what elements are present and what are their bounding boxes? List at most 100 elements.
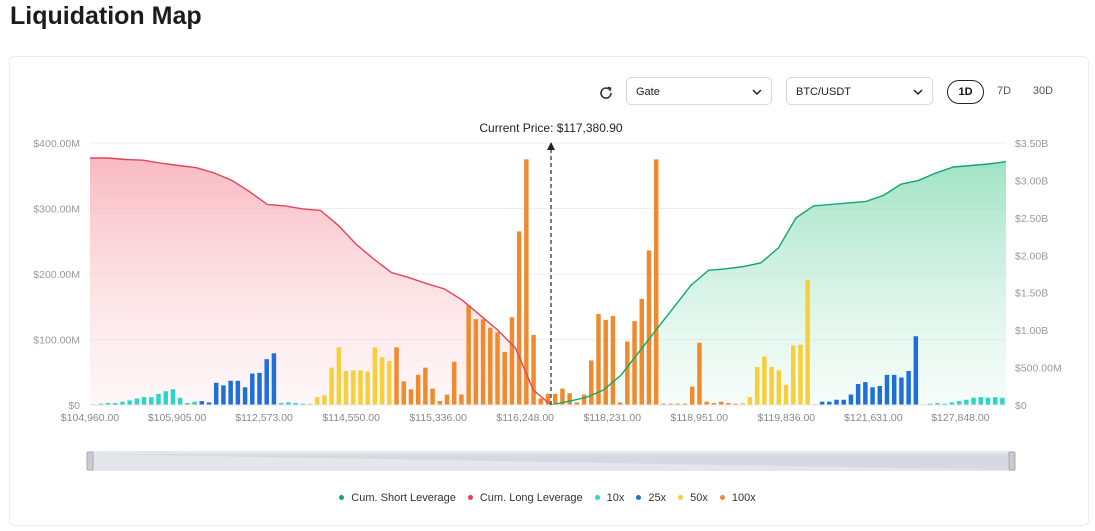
long-leverage-area bbox=[90, 158, 551, 405]
bar-10x bbox=[170, 389, 176, 405]
timeframe-1d[interactable]: 1D bbox=[947, 80, 984, 104]
bar-25x bbox=[819, 401, 825, 405]
current-price-arrow bbox=[547, 142, 555, 150]
bar-10x bbox=[120, 401, 125, 405]
bar-50x bbox=[314, 397, 320, 405]
bar-50x bbox=[336, 347, 342, 405]
bar-10x bbox=[293, 403, 298, 405]
legend-item[interactable]: 10x bbox=[594, 492, 624, 504]
y-left-tick-label: $0 bbox=[68, 400, 80, 412]
pair-value: BTC/USDT bbox=[796, 86, 851, 98]
short-leverage-area bbox=[551, 161, 1006, 405]
y-right-tick-label: $0 bbox=[1015, 400, 1027, 412]
y-left-tick-label: $400.00M bbox=[33, 138, 80, 150]
bar-50x bbox=[754, 367, 760, 405]
bar-25x bbox=[213, 382, 219, 405]
bar-10x bbox=[278, 403, 284, 405]
bar-100x bbox=[596, 313, 601, 405]
current-price-label: Current Price: $117,380.90 bbox=[479, 121, 623, 135]
x-tick-label: $118,951.00 bbox=[670, 412, 728, 424]
bar-100x bbox=[408, 389, 414, 405]
exchange-select[interactable]: Gate bbox=[626, 77, 772, 105]
bar-10x bbox=[971, 397, 976, 405]
x-tick-label: $119,836.00 bbox=[758, 412, 816, 424]
bar-25x bbox=[848, 394, 854, 405]
refresh-icon[interactable] bbox=[597, 84, 615, 102]
bar-100x bbox=[697, 342, 702, 405]
bar-10x bbox=[942, 403, 947, 405]
bar-25x bbox=[250, 373, 255, 405]
legend-item[interactable]: 100x bbox=[719, 492, 756, 504]
bar-100x bbox=[473, 319, 479, 405]
bar-50x bbox=[307, 403, 313, 405]
bar-10x bbox=[177, 397, 183, 405]
bar-100x bbox=[704, 401, 709, 405]
bar-25x bbox=[891, 374, 897, 405]
bar-10x bbox=[163, 391, 168, 405]
bar-25x bbox=[257, 372, 262, 405]
bar-100x bbox=[459, 394, 464, 405]
legend-label: 100x bbox=[731, 492, 756, 504]
bar-25x bbox=[855, 384, 861, 405]
legend-label: Cum. Short Leverage bbox=[351, 492, 456, 504]
timeframe-7d[interactable]: 7D bbox=[996, 85, 1012, 97]
y-right-tick-label: $2.50B bbox=[1015, 213, 1048, 225]
legend-dot-icon bbox=[339, 494, 345, 500]
timeframe-30d[interactable]: 30D bbox=[1032, 85, 1054, 97]
bar-100x bbox=[574, 402, 580, 405]
bar-100x bbox=[711, 403, 717, 405]
y-right-tick-label: $1.00B bbox=[1015, 325, 1048, 337]
legend-item[interactable]: 50x bbox=[678, 492, 708, 504]
bar-100x bbox=[495, 332, 500, 405]
bar-100x bbox=[610, 315, 616, 405]
bar-100x bbox=[430, 388, 435, 405]
range-slider[interactable] bbox=[86, 451, 1016, 471]
pair-select[interactable]: BTC/USDT bbox=[786, 77, 933, 105]
bar-50x bbox=[747, 397, 753, 405]
bar-50x bbox=[776, 370, 782, 405]
page-title: Liquidation Map bbox=[10, 2, 202, 30]
bar-100x bbox=[552, 393, 558, 405]
bar-100x bbox=[452, 361, 457, 405]
bar-10x bbox=[141, 397, 147, 405]
bar-10x bbox=[300, 403, 306, 405]
bar-100x bbox=[531, 334, 536, 405]
legend-label: 50x bbox=[690, 492, 708, 504]
bar-10x bbox=[149, 397, 154, 405]
legend-dot-icon bbox=[467, 494, 473, 500]
bar-10x bbox=[185, 403, 190, 405]
slider-handle-right[interactable] bbox=[1008, 451, 1016, 471]
bar-100x bbox=[675, 403, 681, 405]
bar-25x bbox=[228, 380, 233, 405]
bar-100x bbox=[567, 393, 572, 405]
bar-100x bbox=[466, 305, 471, 405]
bar-100x bbox=[423, 367, 428, 405]
legend-item[interactable]: Cum. Short Leverage bbox=[339, 492, 456, 504]
bar-50x bbox=[762, 356, 767, 405]
chevron-down-icon bbox=[752, 89, 762, 96]
bar-50x bbox=[805, 279, 810, 405]
legend-item[interactable]: Cum. Long Leverage bbox=[467, 492, 583, 504]
bar-100x bbox=[682, 403, 688, 405]
bar-10x bbox=[928, 403, 933, 405]
legend-dot-icon bbox=[678, 494, 684, 500]
bar-50x bbox=[329, 367, 334, 405]
y-right-tick-label: $2.00B bbox=[1015, 250, 1048, 262]
bar-50x bbox=[740, 403, 745, 405]
bar-100x bbox=[560, 388, 565, 405]
legend-item[interactable]: 25x bbox=[636, 492, 666, 504]
bar-50x bbox=[372, 347, 378, 405]
y-left-tick-label: $200.00M bbox=[33, 269, 80, 281]
bar-10x bbox=[113, 403, 118, 405]
bar-100x bbox=[480, 319, 486, 405]
bar-100x bbox=[516, 231, 522, 405]
legend-dot-icon bbox=[594, 494, 600, 500]
bar-100x bbox=[538, 398, 544, 405]
bar-100x bbox=[639, 298, 644, 405]
slider-handle-left[interactable] bbox=[86, 451, 94, 471]
exchange-value: Gate bbox=[636, 86, 660, 98]
x-tick-label: $112,573.00 bbox=[235, 412, 293, 424]
bar-50x bbox=[322, 395, 327, 405]
bar-25x bbox=[841, 399, 846, 405]
